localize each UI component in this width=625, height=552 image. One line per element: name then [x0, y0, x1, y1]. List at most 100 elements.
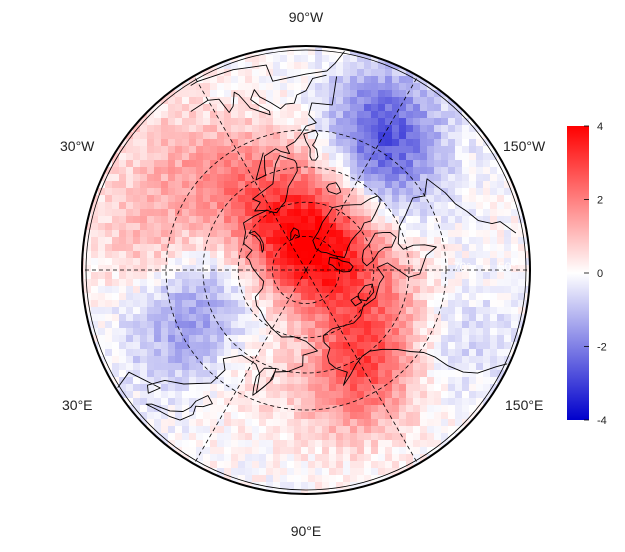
- field-cell: [308, 125, 316, 133]
- field-cell: [273, 461, 281, 469]
- field-cell: [378, 258, 386, 266]
- field-cell: [308, 279, 316, 287]
- field-cell: [182, 90, 190, 98]
- field-cell: [364, 461, 372, 469]
- field-cell: [294, 405, 302, 413]
- field-cell: [427, 167, 435, 175]
- field-cell: [245, 342, 253, 350]
- field-cell: [301, 118, 309, 126]
- field-cell: [259, 461, 267, 469]
- field-cell: [441, 153, 449, 161]
- field-cell: [182, 244, 190, 252]
- field-cell: [455, 328, 463, 336]
- field-cell: [357, 223, 365, 231]
- field-cell: [266, 97, 274, 105]
- field-cell: [476, 174, 484, 182]
- colorbar-ticks: 420-2-4: [584, 121, 607, 427]
- field-cell: [336, 447, 344, 455]
- field-cell: [280, 363, 288, 371]
- colorbar-tick-label: 2: [597, 195, 603, 207]
- field-cell: [399, 321, 407, 329]
- field-cell: [252, 139, 260, 147]
- field-cell: [413, 440, 421, 448]
- field-cell: [280, 307, 288, 315]
- field-cell: [273, 419, 281, 427]
- field-cell: [252, 62, 260, 70]
- field-cell: [84, 265, 92, 273]
- field-cell: [322, 335, 330, 343]
- field-cell: [378, 223, 386, 231]
- field-cell: [497, 356, 505, 364]
- field-cell: [301, 307, 309, 315]
- field-cell: [238, 97, 246, 105]
- field-cell: [497, 279, 505, 287]
- field-cell: [413, 321, 421, 329]
- field-cell: [420, 363, 428, 371]
- field-cell: [455, 405, 463, 413]
- field-cell: [441, 237, 449, 245]
- field-cell: [308, 391, 316, 399]
- field-cell: [476, 132, 484, 140]
- field-cell: [266, 272, 274, 280]
- field-cell: [301, 46, 309, 49]
- field-cell: [147, 244, 155, 252]
- field-cell: [182, 321, 190, 329]
- field-cell: [231, 174, 239, 182]
- field-cell: [210, 461, 218, 469]
- field-cell: [322, 489, 330, 494]
- field-cell: [490, 167, 498, 175]
- field-cell: [343, 363, 351, 371]
- field-cell: [378, 426, 386, 434]
- field-cell: [399, 398, 407, 406]
- field-cell: [196, 76, 204, 84]
- field-cell: [105, 321, 113, 329]
- field-cell: [308, 489, 316, 494]
- field-cell: [462, 335, 470, 343]
- field-cell: [147, 111, 155, 119]
- field-cell: [427, 272, 435, 280]
- field-cell: [350, 167, 358, 175]
- field-cell: [322, 433, 330, 441]
- field-cell: [119, 244, 127, 252]
- field-cell: [427, 181, 435, 189]
- field-cell: [406, 69, 414, 77]
- field-cell: [126, 384, 134, 392]
- field-cell: [294, 349, 302, 357]
- field-cell: [126, 370, 134, 378]
- field-cell: [203, 258, 211, 266]
- field-cell: [105, 188, 113, 196]
- field-cell: [280, 125, 288, 133]
- field-cell: [392, 111, 400, 119]
- field-cell: [273, 384, 281, 392]
- field-cell: [315, 335, 323, 343]
- field-cell: [448, 202, 456, 210]
- field-cell: [301, 181, 309, 189]
- field-cell: [252, 391, 260, 399]
- field-cell: [147, 237, 155, 245]
- field-cell: [455, 286, 463, 294]
- field-cell: [392, 300, 400, 308]
- field-cell: [84, 279, 92, 287]
- field-cell: [350, 104, 358, 112]
- field-cell: [196, 244, 204, 252]
- field-cell: [301, 216, 309, 224]
- field-cell: [392, 104, 400, 112]
- field-cell: [413, 97, 421, 105]
- field-cell: [357, 69, 365, 77]
- field-cell: [315, 300, 323, 308]
- field-cell: [378, 62, 386, 70]
- field-cell: [497, 209, 505, 217]
- field-cell: [252, 265, 260, 273]
- field-cell: [147, 349, 155, 357]
- field-cell: [224, 293, 232, 301]
- field-cell: [231, 83, 239, 91]
- field-cell: [182, 216, 190, 224]
- field-cell: [252, 419, 260, 427]
- field-cell: [224, 188, 232, 196]
- field-cell: [336, 132, 344, 140]
- field-cell: [231, 251, 239, 259]
- field-cell: [357, 62, 365, 70]
- field-cell: [182, 356, 190, 364]
- field-cell: [448, 167, 456, 175]
- field-cell: [441, 216, 449, 224]
